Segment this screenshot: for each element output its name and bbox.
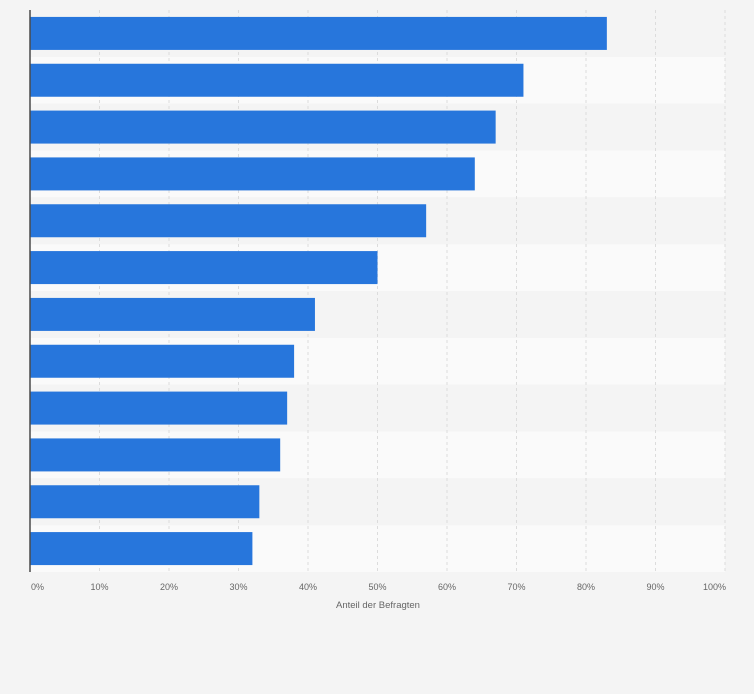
x-tick-label-50pct: 50% — [368, 582, 386, 592]
bar-1 — [30, 16, 607, 50]
x-axis-label: Anteil der Befragten — [336, 600, 420, 611]
x-tick-label-20pct: 20% — [160, 582, 178, 592]
x-tick-label-100pct: 100% — [703, 582, 726, 592]
x-tick-label-70pct: 70% — [507, 582, 525, 592]
x-tick-label-0pct: 0% — [31, 582, 44, 592]
bar-5 — [30, 204, 427, 238]
x-tick-label-30pct: 30% — [229, 582, 247, 592]
x-axis-ticks: 0% 10% 20% 30% 40% 50% 60% 70% 80% 90% 100% — [31, 582, 726, 592]
bar-2 — [30, 63, 524, 97]
x-tick-label-80pct: 80% — [577, 582, 595, 592]
x-tick-label-10pct: 10% — [90, 582, 108, 592]
bars — [30, 16, 607, 566]
bar-8 — [30, 344, 295, 378]
bar-7 — [30, 297, 315, 331]
bar-6 — [30, 251, 378, 285]
bar-11 — [30, 485, 260, 519]
bar-9 — [30, 391, 288, 425]
bar-10 — [30, 438, 281, 472]
x-tick-label-60pct: 60% — [438, 582, 456, 592]
x-tick-label-40pct: 40% — [299, 582, 317, 592]
gridlines — [99, 10, 726, 572]
bar-12 — [30, 532, 253, 566]
bar-3 — [30, 110, 496, 144]
bar-4 — [30, 157, 475, 191]
x-tick-label-90pct: 90% — [646, 582, 664, 592]
